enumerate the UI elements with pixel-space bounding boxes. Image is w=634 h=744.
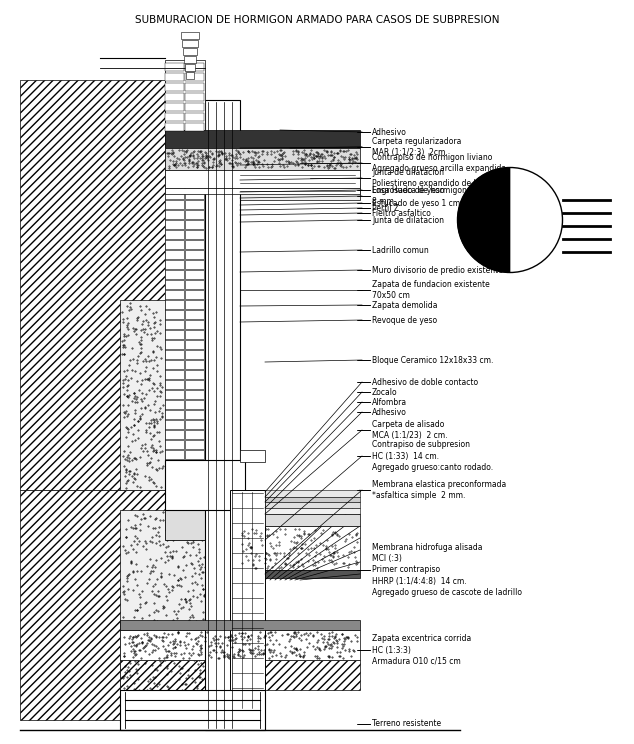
Bar [165,440,184,449]
Bar [165,360,184,369]
Bar [165,160,184,169]
Bar [185,220,204,229]
Bar [165,148,360,170]
Bar [165,130,360,148]
Bar [165,290,184,299]
Text: Zocalo: Zocalo [372,388,398,397]
Text: Membrana hidrofuga alisada
MCI (:3)
Primer contrapiso
HHRP (1:1/4:4:8)  14 cm.
A: Membrana hidrofuga alisada MCI (:3) Prim… [372,543,522,597]
Bar [165,123,184,131]
Bar [120,660,360,690]
Bar [165,400,184,409]
Bar [165,230,184,239]
Text: Estucado de yeso 1 cm: Estucado de yeso 1 cm [372,199,460,208]
Bar [165,60,205,130]
Bar [165,460,184,469]
Text: Carpeta de alisado
MCA (1:1/23)  2 cm.: Carpeta de alisado MCA (1:1/23) 2 cm. [372,420,448,440]
Bar [240,170,360,200]
Text: Zapata excentrica corrida
HC (1:3:3)
Armadura O10 c/15 cm: Zapata excentrica corrida HC (1:3:3) Arm… [372,635,471,666]
Bar [230,490,265,710]
Bar [185,400,204,409]
Ellipse shape [458,167,562,272]
Bar [185,160,204,169]
Bar [185,350,204,359]
Bar [165,260,184,269]
Text: Losa Hueca de hormigon pretensada: Losa Hueca de hormigon pretensada [372,185,513,194]
Text: Carpeta regularizadora
MAR (1:1/2:3)  2cm.: Carpeta regularizadora MAR (1:1/2:3) 2cm… [372,137,462,157]
Bar [185,280,204,289]
Bar [165,63,184,71]
Bar [165,210,184,219]
Bar [165,470,184,479]
Text: Muro divisorio de predio existente: Muro divisorio de predio existente [372,266,503,275]
Bar [165,103,184,111]
Bar [120,300,165,490]
Bar [165,430,184,439]
Bar [185,200,204,209]
Bar [165,220,184,229]
Bar [185,260,204,269]
Bar [185,380,204,389]
Bar [165,113,184,121]
Bar [185,103,204,111]
Bar [185,420,204,429]
Text: Bloque Ceramico 12x18x33 cm.: Bloque Ceramico 12x18x33 cm. [372,356,493,365]
Bar [181,32,199,39]
Text: Contrapiso de hormigon liviano
Agregado grueso arcilla expandida: Contrapiso de hormigon liviano Agregado … [372,153,506,173]
Text: Alfombra: Alfombra [372,397,407,406]
Bar [185,440,204,449]
Bar [184,56,196,63]
Bar [185,113,204,121]
Bar [185,370,204,379]
Bar [265,497,360,502]
Bar [165,510,240,540]
Bar [165,330,184,339]
Text: Perfil Z: Perfil Z [372,204,399,213]
Bar [165,100,184,109]
Bar [165,188,360,194]
Bar [240,570,360,578]
Bar [165,380,184,389]
Text: Fieltro asfaltico: Fieltro asfaltico [372,208,431,217]
Bar [185,430,204,439]
Bar [185,130,204,139]
Bar [185,250,204,259]
Bar [185,290,204,299]
Bar [185,340,204,349]
Bar [165,73,184,81]
Text: Adhesivo: Adhesivo [372,408,407,417]
Bar [185,310,204,319]
Bar [185,83,204,91]
Bar [120,630,360,660]
Bar [185,320,204,329]
Bar [165,450,184,459]
Bar [265,508,360,514]
Bar [165,480,184,489]
Bar [185,480,204,489]
Bar [185,360,204,369]
Text: Engrosado de yeso
8 mm: Engrosado de yeso 8 mm [372,186,444,206]
Bar [120,620,360,630]
Bar [165,130,184,139]
Bar [265,490,360,497]
Bar [165,93,184,101]
Bar [185,230,204,239]
Bar [185,73,204,81]
Bar [183,48,197,55]
Text: Zapata de fundacion existente
70x50 cm: Zapata de fundacion existente 70x50 cm [372,280,489,300]
Bar [165,270,184,279]
Bar [165,170,360,188]
Text: Contrapiso de subpresion
HC (1:33)  14 cm.
Agregado grueso:canto rodado.: Contrapiso de subpresion HC (1:33) 14 cm… [372,440,493,472]
Bar [165,200,184,209]
Bar [185,390,204,399]
Bar [165,83,184,91]
Bar [120,690,265,730]
Bar [240,450,265,462]
Text: Adhesivo: Adhesivo [372,127,407,136]
Bar [165,370,184,379]
Bar [205,100,240,730]
Bar [185,240,204,249]
Bar [20,490,230,720]
Bar [185,100,204,109]
Bar [165,340,184,349]
Text: Ladrillo comun: Ladrillo comun [372,246,429,254]
